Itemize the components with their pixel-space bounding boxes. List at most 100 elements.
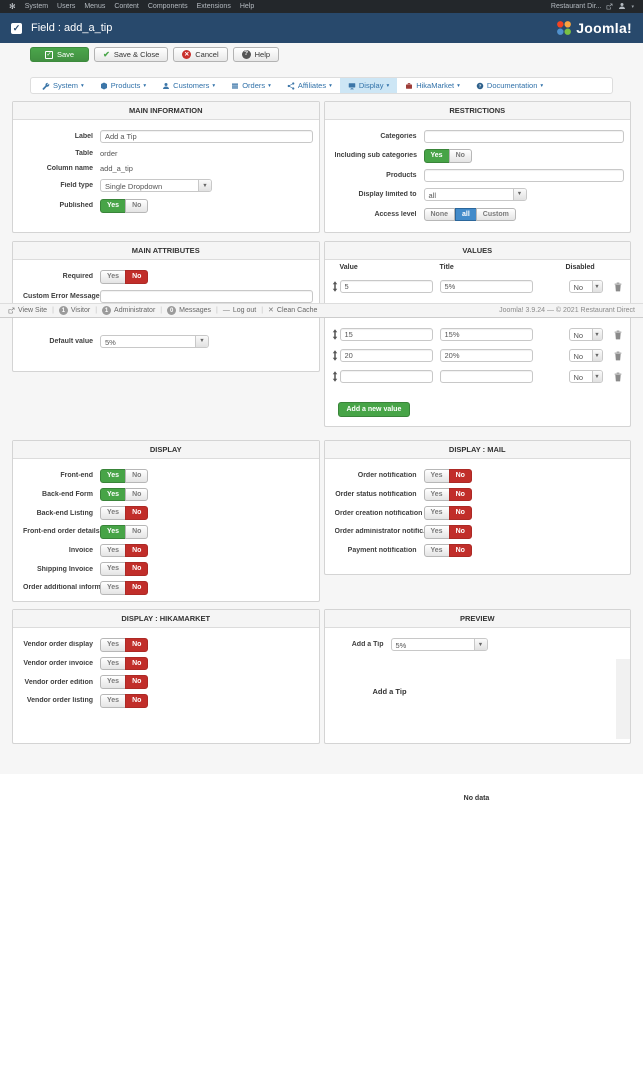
delete-row-icon[interactable] — [614, 372, 622, 382]
panel-title: MAIN INFORMATION — [13, 102, 319, 120]
toggle-no[interactable]: No — [125, 675, 149, 690]
messages-link[interactable]: 0 Messages — [167, 306, 211, 315]
delete-row-icon[interactable] — [614, 282, 622, 292]
toggle-no[interactable]: No — [125, 543, 149, 558]
toggle-yes[interactable]: Yes — [100, 694, 127, 708]
toggle-no[interactable]: No — [125, 525, 149, 539]
field-type-select[interactable]: Single Dropdown ▼ — [100, 179, 212, 192]
toggle-no[interactable]: No — [125, 469, 149, 483]
drag-handle-icon[interactable] — [331, 281, 339, 292]
disabled-select[interactable]: No ▼ — [568, 280, 603, 293]
default-value-select[interactable]: 5% ▼ — [100, 334, 209, 348]
toggle-yes[interactable]: Yes — [100, 525, 127, 539]
toggle-yes[interactable]: Yes — [100, 562, 127, 577]
label-input[interactable] — [100, 130, 313, 143]
menu-help[interactable]: Help — [239, 3, 255, 10]
products-input[interactable] — [423, 168, 624, 182]
toggle-yes[interactable]: Yes — [423, 469, 450, 483]
toggle-no[interactable]: No — [125, 487, 149, 502]
delete-row-icon[interactable] — [614, 351, 622, 361]
hikamenu-hikamarket[interactable]: HikaMarket ▾ — [397, 78, 468, 93]
preview-select[interactable]: 5% ▼ — [390, 638, 488, 651]
toggle-yes[interactable]: Yes — [100, 469, 127, 483]
drag-handle-icon[interactable] — [331, 329, 339, 340]
title-input[interactable] — [439, 370, 533, 383]
hikamenu-documentation[interactable]: ? Documentation ▾ — [468, 78, 551, 93]
toggle-yes[interactable]: Yes — [423, 543, 450, 558]
toggle-no[interactable]: No — [448, 543, 472, 558]
toggle-yes[interactable]: Yes — [423, 487, 450, 502]
value-input[interactable] — [339, 280, 433, 293]
value-input[interactable] — [339, 370, 433, 383]
hikamenu-affiliates[interactable]: Affiliates ▾ — [279, 78, 340, 93]
toggle-yes[interactable]: Yes — [100, 638, 127, 652]
save-button[interactable]: ✓ Save — [30, 47, 90, 62]
hikamenu-products[interactable]: Products ▾ — [92, 78, 154, 93]
sub-categories-no-button[interactable]: No — [448, 149, 472, 163]
disabled-select[interactable]: No ▼ — [568, 328, 603, 341]
drag-handle-icon[interactable] — [331, 350, 339, 361]
delete-row-icon[interactable] — [614, 330, 622, 340]
categories-input[interactable] — [423, 130, 624, 143]
log-out-link[interactable]: — Log out — [222, 307, 257, 314]
toggle-yes[interactable]: Yes — [100, 581, 127, 595]
view-site-link[interactable]: View Site — [8, 307, 47, 314]
menu-users[interactable]: Users — [57, 3, 76, 10]
required-no-button[interactable]: No — [125, 270, 149, 284]
drag-handle-icon[interactable] — [331, 371, 339, 382]
preview-scrollbar[interactable] — [616, 659, 630, 739]
error-message-input[interactable] — [100, 289, 313, 303]
sub-categories-yes-button[interactable]: Yes — [423, 149, 450, 163]
clean-cache-link[interactable]: ✕ Clean Cache — [268, 307, 318, 314]
value-input[interactable] — [339, 349, 433, 362]
title-input[interactable] — [439, 328, 533, 341]
toggle-no[interactable]: No — [448, 506, 472, 521]
toggle-yes[interactable]: Yes — [423, 506, 450, 521]
published-yes-button[interactable]: Yes — [100, 199, 127, 213]
disabled-select[interactable]: No ▼ — [568, 370, 603, 383]
hikamenu-display[interactable]: Display ▾ — [339, 78, 398, 93]
user-menu[interactable] — [618, 2, 626, 12]
administrators-link[interactable]: 1 Administrator — [102, 306, 155, 315]
joomla-version[interactable]: Joomla! 3.9.24 — [499, 307, 546, 314]
toggle-yes[interactable]: Yes — [423, 525, 450, 539]
toggle-yes[interactable]: Yes — [100, 656, 127, 671]
required-yes-button[interactable]: Yes — [100, 270, 127, 284]
toggle-no[interactable]: No — [125, 506, 149, 521]
toggle-yes[interactable]: Yes — [100, 543, 127, 558]
value-input[interactable] — [339, 328, 433, 341]
title-input[interactable] — [439, 280, 533, 293]
menu-content[interactable]: Content — [114, 3, 139, 10]
disabled-select[interactable]: No ▼ — [568, 349, 603, 362]
site-name-link[interactable]: Restaurant Dir... — [550, 3, 602, 10]
menu-menus[interactable]: Menus — [84, 3, 106, 10]
hikamenu-orders[interactable]: Orders ▾ — [223, 78, 279, 93]
menu-components[interactable]: Components — [147, 3, 188, 10]
toggle-no[interactable]: No — [125, 656, 149, 671]
hikamenu-customers[interactable]: Customers ▾ — [154, 78, 223, 93]
cancel-button[interactable]: ✕ Cancel — [173, 47, 228, 62]
toggle-no[interactable]: No — [448, 469, 472, 483]
toggle-no[interactable]: No — [448, 487, 472, 502]
toggle-no[interactable]: No — [125, 581, 149, 595]
add-new-value-button[interactable]: Add a new value — [337, 402, 411, 417]
toggle-no[interactable]: No — [125, 638, 149, 652]
toggle-no[interactable]: No — [125, 694, 149, 708]
toggle-yes[interactable]: Yes — [100, 487, 127, 502]
menu-extensions[interactable]: Extensions — [196, 3, 231, 10]
visitors-link[interactable]: 1 Visitor — [58, 306, 90, 315]
access-custom-button[interactable]: Custom — [475, 207, 516, 222]
help-button[interactable]: ? Help — [232, 47, 280, 62]
toggle-yes[interactable]: Yes — [100, 506, 127, 521]
access-all-button[interactable]: all — [455, 207, 477, 222]
display-limited-select[interactable]: all ▼ — [423, 187, 527, 201]
toggle-no[interactable]: No — [448, 525, 472, 539]
toggle-yes[interactable]: Yes — [100, 675, 127, 690]
save-close-button[interactable]: ✔ Save & Close — [94, 47, 169, 62]
access-none-button[interactable]: None — [423, 207, 455, 222]
hikamenu-system[interactable]: System ▾ — [34, 78, 92, 93]
toggle-no[interactable]: No — [125, 562, 149, 577]
title-input[interactable] — [439, 349, 533, 362]
published-no-button[interactable]: No — [125, 199, 149, 213]
menu-system[interactable]: System — [24, 3, 49, 10]
